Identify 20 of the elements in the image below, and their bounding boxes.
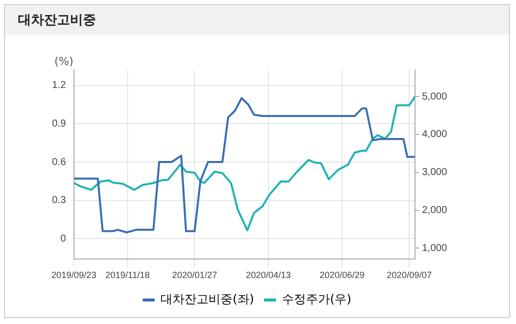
y2-tick-label: 1,000 — [422, 242, 448, 254]
y-tick-label: 0.9 — [52, 118, 66, 130]
y-tick-label: 1.2 — [52, 80, 66, 92]
x-tick-label: 2020/06/29 — [320, 270, 365, 280]
y2-tick-label: 4,000 — [422, 129, 448, 140]
y-tick-label: 0 — [60, 233, 66, 244]
y2-tick-label: 3,000 — [422, 167, 448, 178]
y-axis-title: (%) — [54, 54, 74, 68]
x-tick-label: 2020/09/07 — [386, 270, 432, 280]
y-tick-label: 0.6 — [52, 156, 66, 168]
y2-tick-label: 5,000 — [422, 91, 448, 102]
y2-tick-label: 2,000 — [422, 205, 448, 216]
legend-label: 대차잔고비중(좌) — [160, 292, 254, 306]
legend-label: 수정주가(우) — [282, 292, 352, 306]
chart-title: 대차잔고비중 — [18, 12, 96, 29]
x-tick-label: 2020/04/13 — [246, 270, 291, 280]
x-tick-label: 2020/01/27 — [172, 270, 218, 280]
x-tick-label: 2019/09/23 — [51, 270, 96, 280]
y-tick-label: 0.3 — [52, 195, 66, 206]
x-tick-label: 2019/11/18 — [105, 270, 150, 280]
